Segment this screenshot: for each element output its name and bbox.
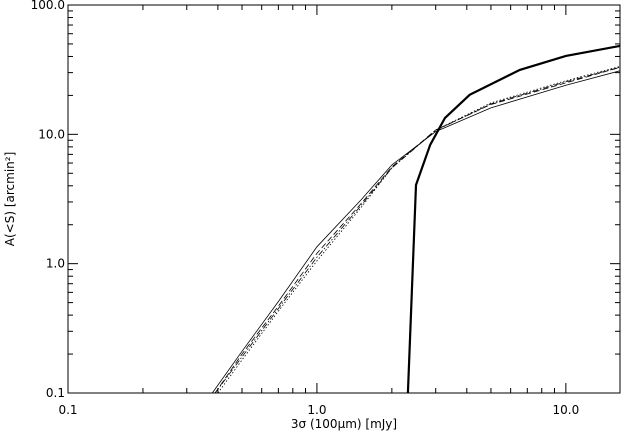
x-tick-label: 0.1: [58, 403, 77, 417]
y-tick-label: 0.1: [46, 386, 65, 400]
data-line: [217, 66, 620, 393]
data-line: [214, 66, 620, 393]
data-line: [406, 44, 620, 393]
y-tick-label: 100.0: [31, 0, 65, 12]
x-axis-label: 3σ (100μm) [mJy]: [291, 417, 397, 431]
y-tick-label: 1.0: [46, 257, 65, 271]
data-line: [214, 66, 620, 393]
plot-frame: [67, 4, 621, 394]
x-tick-label: 10.0: [553, 403, 580, 417]
y-tick-label: 10.0: [38, 127, 65, 141]
y-axis-label: A(<S) [arcmin²]: [3, 152, 17, 246]
data-line: [211, 70, 620, 393]
x-tick-label: 1.0: [307, 403, 326, 417]
